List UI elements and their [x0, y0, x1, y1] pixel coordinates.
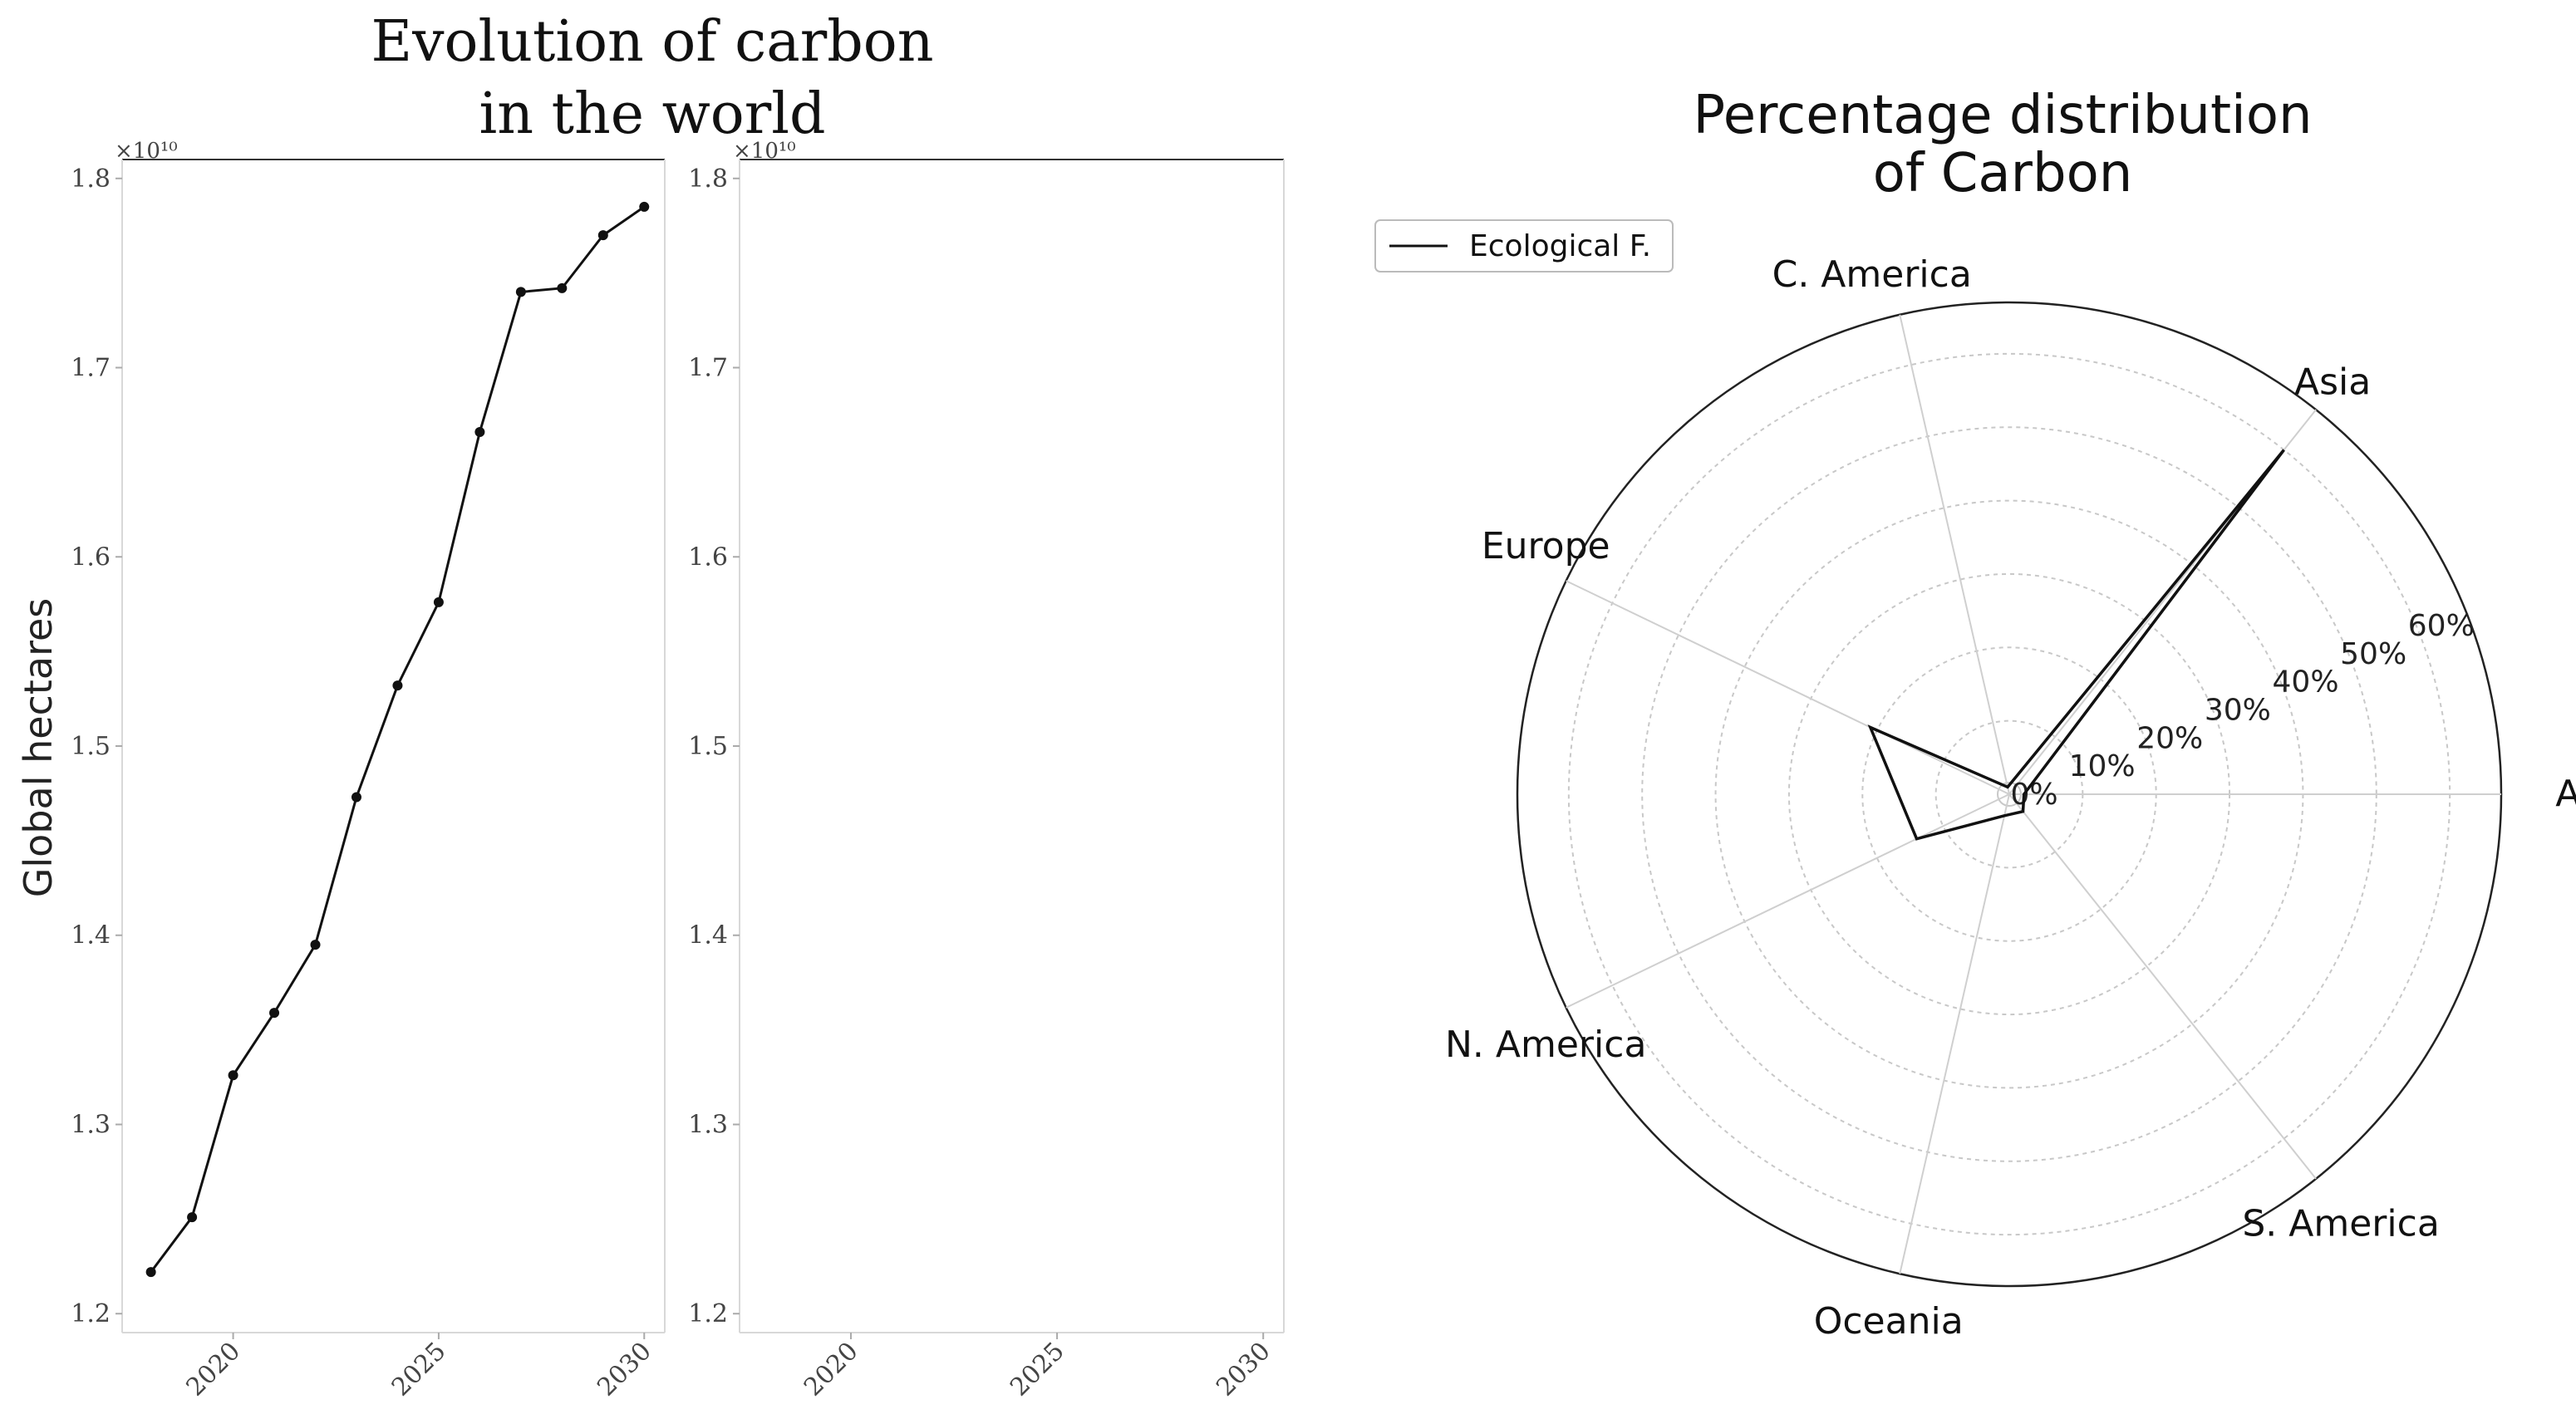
- x-tick-label: 2030: [1211, 1337, 1276, 1402]
- legend-box: [1374, 219, 1674, 273]
- radar-chart-carbon-distribution: Percentage distribution of Carbon Africa…: [1374, 85, 2576, 1343]
- data-point: [392, 680, 403, 691]
- data-point: [474, 426, 485, 437]
- y-tick-label: 1.5: [688, 732, 728, 761]
- y-tick-label: 1.5: [71, 732, 111, 761]
- radial-tick-label: 10%: [2069, 749, 2136, 783]
- chart-title-line1: Percentage distribution: [1693, 85, 2312, 146]
- line-chart-carbon-evolution: Evolution of carbon in the world Global …: [16, 9, 934, 1402]
- y-tick-label: 1.2: [688, 1299, 728, 1328]
- category-label: Europe: [1482, 525, 1610, 567]
- y-tick-label: 1.3: [688, 1110, 728, 1139]
- chart-title-line1: Evolution of carbon: [371, 9, 933, 75]
- radial-tick-label: 0%: [2010, 778, 2057, 812]
- data-point: [269, 1008, 280, 1019]
- y-tick-label: 1.6: [688, 543, 728, 572]
- data-point: [228, 1070, 238, 1081]
- spoke-gridline: [1899, 314, 2010, 795]
- y-axis-label: Global hectares: [16, 598, 61, 898]
- category-label: Oceania: [1814, 1300, 1964, 1343]
- plot-area: 1.2 1.3 1.4 1.5 1.6 1.7 1.8 2020 2025 2030: [71, 159, 666, 1402]
- category-label: Africa: [2555, 773, 2576, 815]
- x-tick-label: 2025: [386, 1337, 452, 1402]
- data-point: [597, 230, 608, 241]
- y-tick-label: 1.4: [71, 921, 111, 950]
- polar-area: Africa Asia C. America Europe N. America Ocea…: [1445, 253, 2576, 1343]
- plot-area: 1.2 1.3 1.4 1.5 1.6 1.7 1.8 2020 2025 2030: [688, 159, 1285, 1402]
- y-tick-label: 1.8: [688, 164, 728, 194]
- category-label: N. America: [1445, 1024, 1646, 1066]
- radial-tick-label: 20%: [2136, 721, 2203, 755]
- category-label: S. America: [2242, 1202, 2439, 1245]
- legend-entry: Ecological F.: [1469, 229, 1651, 263]
- spoke-gridline: [1566, 793, 2010, 1009]
- y-tick-label: 1.3: [71, 1110, 111, 1139]
- y-tick-label: 1.2: [71, 1299, 111, 1328]
- y-tick-label: 1.7: [688, 354, 728, 383]
- category-label: C. America: [1772, 253, 1972, 296]
- data-point: [351, 792, 361, 803]
- y-tick-label: 1.8: [71, 164, 111, 194]
- chart-title-line2: of Carbon: [1873, 143, 2133, 204]
- category-label: Asia: [2294, 361, 2371, 404]
- y-tick-label: 1.6: [71, 543, 111, 572]
- spoke-gridline: [1899, 793, 2010, 1274]
- x-tick-label: 2030: [592, 1337, 657, 1402]
- y-tick-label: 1.7: [71, 354, 111, 383]
- spoke-gridline: [1566, 580, 2010, 795]
- chart-title-line2: in the world: [479, 81, 825, 147]
- data-point: [310, 940, 321, 950]
- x-tick-label: 2020: [799, 1337, 864, 1402]
- data-point: [515, 287, 526, 297]
- radial-tick-label: 30%: [2205, 694, 2271, 728]
- x-tick-label: 2025: [1005, 1337, 1070, 1402]
- data-point: [187, 1212, 198, 1223]
- radial-tick-label: 60%: [2408, 609, 2475, 643]
- series-polygon: [1867, 449, 2285, 841]
- spoke-gridline: [2008, 793, 2317, 1180]
- data-point: [557, 282, 568, 293]
- radial-tick-label: 50%: [2340, 637, 2406, 671]
- legend: Ecological F.: [1374, 219, 1674, 273]
- x-tick-label: 2020: [180, 1337, 246, 1402]
- data-point: [145, 1267, 156, 1278]
- data-point: [639, 201, 650, 212]
- y-tick-label: 1.4: [688, 921, 728, 950]
- data-point: [433, 597, 444, 607]
- series-line: [150, 205, 646, 1274]
- radial-tick-label: 40%: [2273, 665, 2339, 700]
